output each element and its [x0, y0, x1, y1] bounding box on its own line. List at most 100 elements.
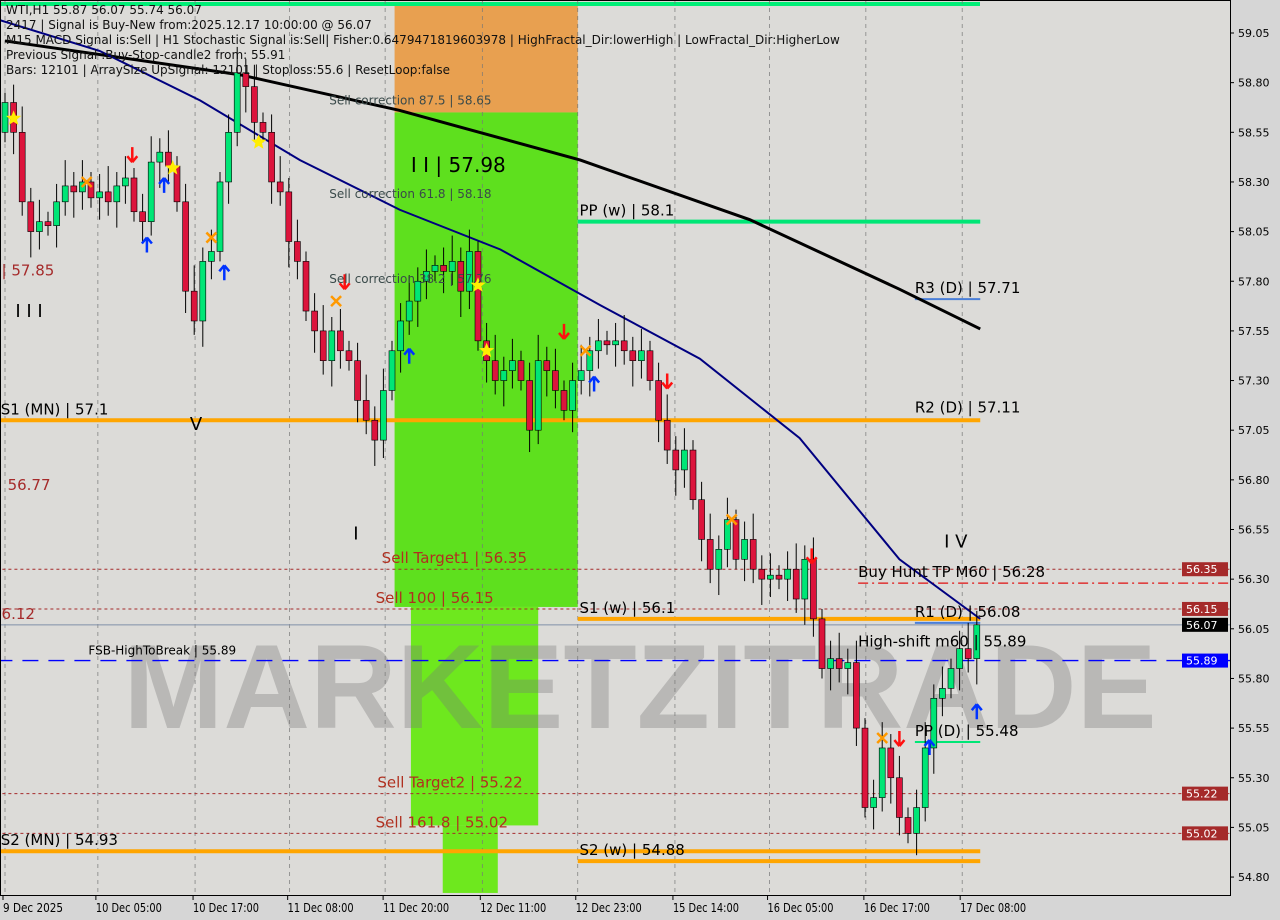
candle-body: [827, 658, 834, 669]
candle-body: [457, 261, 465, 292]
candle-body: [844, 662, 852, 669]
zone-box: [442, 825, 498, 893]
candle-body: [939, 688, 946, 699]
candle-body: [216, 181, 224, 252]
candle-body: [792, 568, 800, 600]
candle-body: [259, 122, 267, 133]
candle-body: [595, 340, 602, 352]
candle-body: [18, 132, 26, 203]
candle-body: [225, 132, 232, 183]
price-tick-label: 56.30: [1238, 573, 1270, 586]
star-marker-icon: [479, 342, 495, 358]
plot-background: [0, 0, 1230, 895]
candle-body: [818, 618, 826, 669]
star-marker-icon: [165, 160, 181, 175]
price-tag-label: 56.07: [1186, 619, 1218, 632]
up-arrow-marker-icon: [923, 739, 936, 755]
candle-body: [233, 72, 241, 133]
time-tick-label: 15 Dec 14:00: [673, 901, 739, 915]
price-tag-label: 56.35: [1186, 563, 1218, 576]
price-tick-label: 57.30: [1238, 375, 1270, 388]
price-tick-label: 55.05: [1238, 821, 1270, 834]
candle-body: [681, 449, 688, 471]
candle-body: [577, 370, 585, 381]
price-tick-label: 56.80: [1238, 474, 1270, 487]
info-line-previous: Previous Signal :Buy-Stop-candle2 from: …: [6, 48, 286, 62]
candle-body: [586, 350, 594, 371]
candle-body: [956, 648, 963, 669]
candle-body: [405, 300, 413, 322]
candle-body: [414, 280, 422, 302]
price-tick-label: 56.05: [1238, 623, 1270, 636]
candle-body: [724, 519, 731, 550]
time-tick-label: 16 Dec 17:00: [864, 901, 930, 915]
chart-annotation: Sell correction 61.8 | 58.18: [329, 187, 491, 201]
price-tag: [1182, 562, 1228, 577]
level-label: R3 (D) | 57.71: [915, 279, 1021, 297]
level-label: PP (D) | 55.48: [915, 722, 1019, 740]
candle-body: [388, 350, 396, 391]
candle-body: [302, 261, 310, 312]
candle-body: [870, 797, 877, 808]
x-marker-icon: [725, 513, 738, 526]
up-arrow-marker-icon: [403, 347, 416, 364]
down-arrow-marker-icon: [338, 274, 351, 291]
candle-body: [896, 777, 903, 818]
level-label: R1 (D) | 56.08: [915, 603, 1021, 621]
chart-annotation: I: [353, 523, 358, 544]
price-tick-label: 57.55: [1238, 325, 1270, 338]
candle-body: [190, 290, 198, 322]
star-marker-icon: [251, 134, 267, 149]
candle-body: [397, 320, 404, 352]
level-label: Buy Hunt TP M60 | 56.28: [858, 563, 1045, 581]
info-line-signal: 2417 | Signal is Buy-New from:2025.12.17…: [6, 18, 372, 32]
down-arrow-marker-icon: [805, 548, 818, 565]
price-tick-label: 58.80: [1238, 77, 1270, 90]
down-arrow-marker-icon: [126, 147, 139, 163]
price-tag-label: 55.89: [1186, 655, 1218, 668]
level-label: S1 (MN) | 57.1: [1, 400, 109, 418]
price-tag: [1182, 601, 1228, 616]
candle-body: [319, 330, 327, 361]
price-axis-background: [1230, 0, 1280, 920]
candle-body: [251, 86, 258, 123]
candle-body: [973, 624, 981, 659]
price-tick-label: 57.80: [1238, 275, 1270, 288]
time-tick-label: 10 Dec 05:00: [96, 901, 162, 915]
candle-body: [672, 449, 680, 471]
price-tick-label: 57.05: [1238, 424, 1270, 437]
candle-body: [474, 251, 482, 342]
candle-body: [810, 558, 817, 620]
level-label: S1 (w) | 56.1: [579, 599, 675, 617]
candle-body: [491, 360, 499, 381]
candle-body: [328, 330, 336, 361]
level-label: PP (w) | 58.1: [579, 202, 674, 220]
x-marker-icon: [80, 176, 93, 188]
candle-body: [921, 747, 929, 808]
candle-body: [371, 419, 379, 441]
candle-body: [749, 539, 757, 570]
price-tag-label: 55.22: [1186, 788, 1218, 801]
symbol-ohlc: WTI,H1 55.87 56.07 55.74 56.07: [6, 3, 202, 17]
candle-body: [543, 360, 551, 371]
candle-body: [70, 185, 78, 193]
candle-body: [156, 151, 164, 163]
chart-annotation: V: [190, 414, 203, 435]
star-marker-icon: [470, 277, 486, 292]
candle-body: [1, 102, 9, 133]
candle-body: [904, 817, 912, 834]
time-tick-label: 16 Dec 05:00: [768, 901, 834, 915]
up-arrow-marker-icon: [218, 264, 231, 281]
candle-body: [784, 568, 791, 580]
down-arrow-marker-icon: [661, 373, 674, 390]
price-tag: [1182, 786, 1228, 801]
time-tick-label: 10 Dec 17:00: [193, 901, 259, 915]
candle-body: [930, 698, 938, 749]
candle-body: [345, 350, 353, 361]
candle-body: [276, 181, 284, 193]
level-label: High-shift m60 | 55.89: [858, 633, 1026, 651]
indicator-info: WTI,H1 55.87 56.07 55.74 56.07 2417 | Si…: [6, 3, 840, 78]
price-tick-label: 58.55: [1238, 126, 1270, 139]
candle-body: [466, 251, 473, 292]
